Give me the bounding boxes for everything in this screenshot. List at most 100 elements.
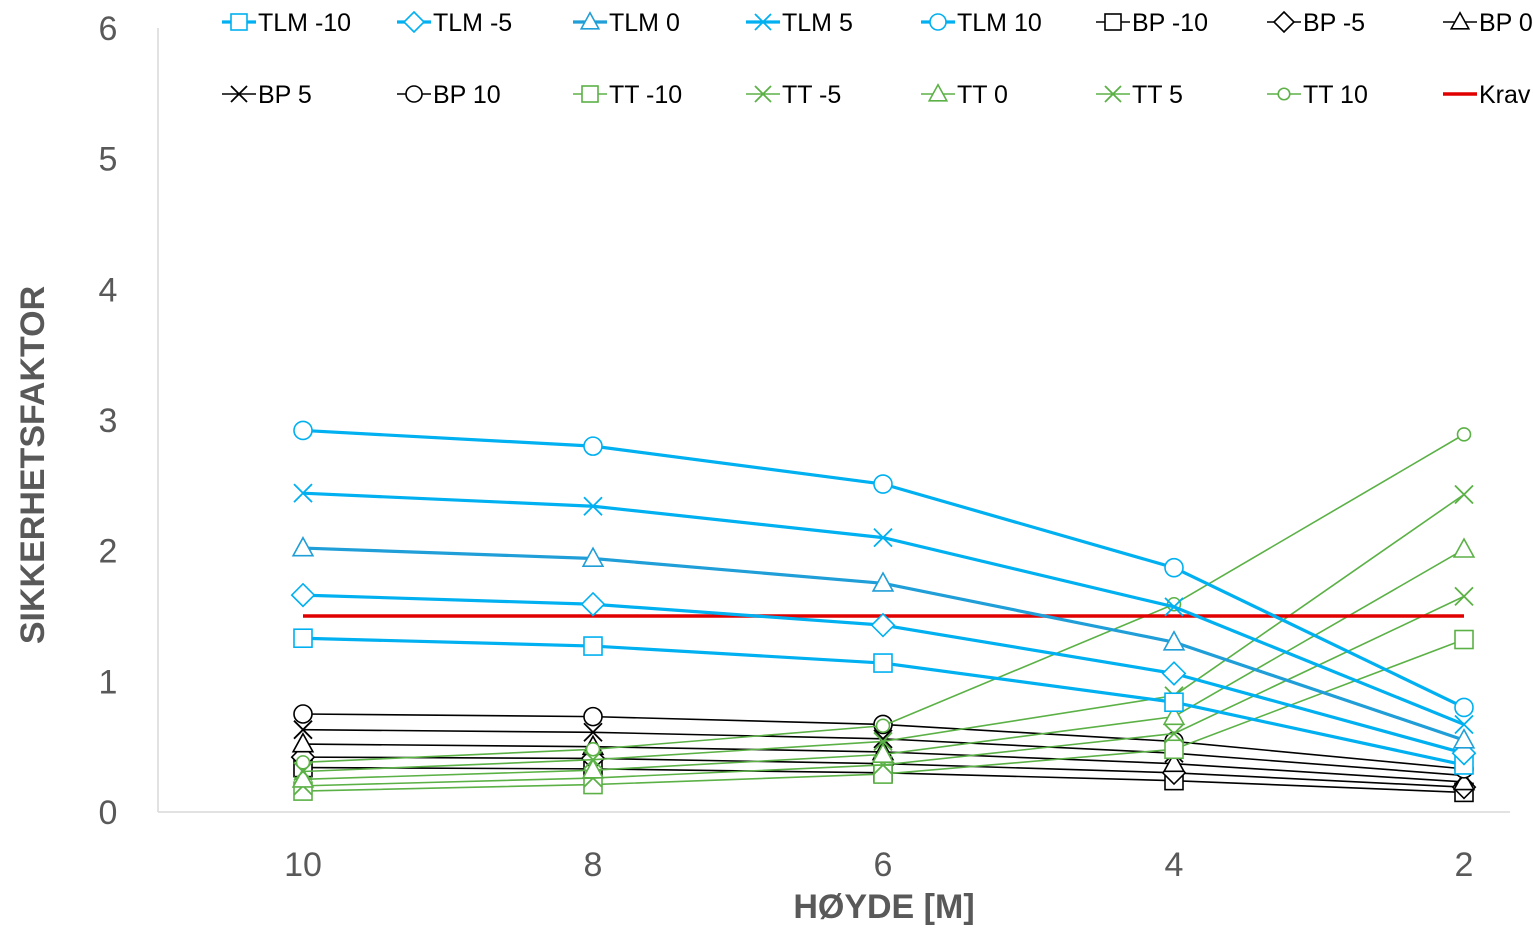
legend-label: TLM -5 — [433, 9, 512, 37]
x-tick-labels: 10 8 6 4 2 — [284, 846, 1473, 884]
series-tlm0 — [291, 536, 1476, 749]
data-point — [583, 436, 603, 456]
legend-label: TLM -10 — [258, 9, 351, 37]
legend-marker — [1449, 11, 1471, 30]
data-point — [583, 706, 603, 727]
x-tick-label: 6 — [874, 846, 893, 884]
legend-item: TLM 0 — [573, 9, 680, 37]
y-tick-label: 1 — [99, 663, 118, 701]
legend-item: BP 5 — [222, 81, 312, 109]
legend-label: TT 10 — [1303, 81, 1368, 109]
legend-marker — [929, 13, 947, 31]
data-point — [873, 731, 893, 752]
legend-label: TT -5 — [782, 81, 841, 109]
legend-item: TLM 5 — [746, 9, 853, 37]
data-point — [583, 636, 603, 656]
data-point — [1452, 728, 1476, 749]
data-point — [1162, 704, 1186, 726]
data-point — [873, 729, 893, 749]
legend-marker — [1104, 85, 1122, 103]
legend-label: BP 0 — [1479, 9, 1533, 37]
data-point — [580, 591, 606, 617]
y-tick-label: 2 — [99, 533, 118, 571]
data-point — [873, 474, 893, 494]
x-tick-label: 10 — [284, 846, 322, 884]
data-point — [1164, 692, 1184, 713]
data-point — [583, 496, 603, 516]
data-point — [1162, 751, 1186, 773]
data-point — [1452, 537, 1476, 558]
y-tick-label: 6 — [99, 10, 118, 48]
data-point — [293, 704, 313, 724]
data-point — [1164, 597, 1184, 617]
data-point — [1454, 697, 1474, 718]
legend-item: TLM -5 — [397, 9, 512, 37]
data-point — [1164, 723, 1184, 744]
legend-item: TLM 10 — [921, 9, 1042, 37]
y-tick-labels: 0 1 2 3 4 5 6 — [99, 10, 118, 832]
series-tlm-10 — [293, 628, 1474, 775]
legend-label: TLM 10 — [957, 9, 1042, 37]
data-point — [1161, 661, 1187, 686]
data-point — [1456, 427, 1472, 442]
legend-label: TT 0 — [957, 81, 1008, 109]
y-tick-label: 5 — [99, 141, 118, 179]
legend-label: BP 10 — [433, 81, 501, 109]
legend-item: BP 0 — [1443, 9, 1533, 37]
data-point — [581, 546, 605, 567]
legend-marker — [402, 10, 426, 34]
series-line — [302, 491, 1465, 726]
data-point — [293, 720, 313, 740]
data-point — [293, 628, 313, 649]
legend-item: TT -10 — [573, 81, 682, 109]
legend-marker — [230, 13, 248, 31]
series-tlm5 — [293, 483, 1474, 735]
data-point — [875, 718, 891, 734]
data-point — [871, 742, 895, 763]
legend-item: BP 10 — [397, 81, 501, 109]
data-point — [293, 420, 313, 441]
legend-item: Krav — [1443, 81, 1531, 109]
legend-item: TT -5 — [746, 81, 841, 109]
data-point — [873, 764, 893, 784]
legend-marker — [405, 85, 423, 103]
legend-marker — [927, 83, 949, 102]
legend-label: BP -10 — [1132, 9, 1208, 37]
series-tlm10 — [293, 420, 1474, 718]
legend-label: BP -5 — [1303, 9, 1365, 37]
legend-marker — [581, 85, 599, 103]
data-point — [291, 767, 315, 788]
legend-label: TLM 0 — [609, 9, 680, 37]
data-point — [870, 612, 896, 638]
legend-label: TT 5 — [1132, 81, 1183, 109]
data-point — [291, 536, 315, 557]
legend-label: TLM 5 — [782, 9, 853, 37]
data-point — [583, 722, 603, 742]
y-tick-label: 3 — [99, 402, 118, 440]
x-axis-title: HØYDE [M] — [793, 888, 974, 926]
data-point — [1454, 714, 1474, 735]
data-point — [1164, 557, 1184, 578]
data-point — [1162, 630, 1186, 651]
data-point — [585, 742, 601, 757]
data-point — [1164, 739, 1184, 760]
data-point — [291, 732, 315, 753]
data-point — [290, 582, 316, 608]
legend: TLM -10 TLM -5 TLM 0 TLM 5 TLM 10 BP -10 BP -5… — [222, 9, 1533, 109]
legend-marker — [579, 11, 601, 30]
legend-label: Krav — [1479, 81, 1531, 109]
legend-item: TT 10 — [1267, 81, 1368, 109]
y-tick-label: 0 — [99, 794, 118, 832]
legend-marker — [754, 85, 772, 103]
legend-item: TT 0 — [921, 81, 1008, 109]
data-point — [873, 653, 893, 673]
data-point — [293, 483, 313, 503]
legend-item: TT 5 — [1096, 81, 1183, 109]
legend-item: BP -10 — [1096, 9, 1208, 37]
legend-label: BP 5 — [258, 81, 312, 109]
data-point — [295, 755, 311, 770]
series-tt10 — [295, 427, 1472, 770]
x-tick-label: 8 — [584, 846, 603, 884]
data-point — [1454, 586, 1474, 607]
